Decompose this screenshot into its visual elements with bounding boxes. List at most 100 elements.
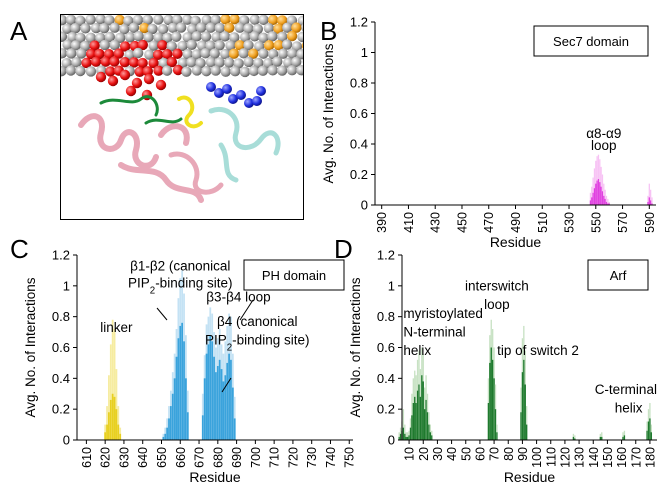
membrane-lipid-sphere [119,56,131,68]
bar [487,403,490,440]
membrane-lipid-sphere [286,65,298,76]
x-tick-label: 90 [516,447,530,461]
bar-light [607,198,609,205]
bar [414,396,416,440]
membrane-lipid-sphere [214,40,225,51]
membrane-lipid-sphere [62,39,73,50]
annotation: β1-β2 (canonical [130,258,230,273]
membrane-lipid-sphere [163,15,174,26]
membrane-lipid-sphere [186,57,197,68]
membrane-lipid-sphere [229,32,240,43]
x-tick-label: 390 [375,212,389,233]
bar [418,384,420,440]
membrane-lipid-sphere [70,22,81,34]
bar [109,399,112,440]
membrane-lipid-sphere [200,31,212,42]
membrane-lipid-sphere [258,15,269,26]
bar [211,341,214,440]
x-tick-label: 120 [558,447,572,468]
membrane-lipid-sphere [142,15,153,26]
bar-light [604,189,606,205]
membrane-lipid-sphere [81,57,92,69]
bar [489,362,491,440]
chart-title-box [243,259,345,291]
membrane-lipid-sphere [75,65,86,77]
membrane-lipid-sphere [273,39,284,51]
membrane-lipid-sphere [239,66,251,78]
lipid-headgroup-sphere [131,77,143,89]
membrane-lipid-sphere [229,15,240,25]
membrane-lipid-sphere [119,41,131,52]
membrane-lipid-sphere [257,65,269,76]
membrane-lipid-sphere [109,56,120,67]
bar [205,353,208,440]
x-tick-label: 470 [482,212,496,233]
x-tick-label: 180 [643,447,657,468]
bar [228,353,230,440]
y-tick-label: 0.4 [377,371,395,386]
membrane-protein-render [61,15,303,203]
membrane-lipid-sphere [243,56,254,68]
bar-light [593,168,596,205]
annotation: N-terminal [403,325,465,340]
membrane-lipid-sphere [210,65,221,76]
membrane-lipid-sphere [119,24,130,35]
membrane-lipid-sphere [263,22,275,34]
x-tick-label: 150 [601,447,615,468]
membrane-lipid-sphere [195,22,207,33]
bar [649,418,651,440]
annotation: tip of switch 2 [497,343,579,358]
chart-title: PH domain [262,268,326,283]
membrane-lipid-sphere [104,15,115,26]
membrane-lipid-sphere [171,31,182,42]
membrane-lipid-sphere [229,65,241,77]
membrane-lipid-sphere [214,57,225,68]
bar-light [117,406,120,440]
panel-label-a: A [10,16,28,46]
bar [201,415,204,440]
membrane-lipid-sphere [75,32,86,43]
x-tick-label: 750 [343,447,357,468]
bar [169,406,172,440]
x-tick-label: 130 [573,447,587,468]
membrane-lipid-sphere [89,40,100,51]
lipid-headgroup-sphere [125,85,137,97]
bar-light [650,189,652,205]
x-axis-title: Residue [189,469,241,485]
bar [409,427,412,440]
bar [230,359,232,440]
membrane-lipid-sphere [273,23,284,34]
bar [647,201,649,205]
annotation: helix [615,400,643,415]
membrane-lipid-sphere [234,22,246,33]
membrane-lipid-sphere [148,57,159,69]
bar [493,378,495,440]
membrane-lipid-sphere [297,31,303,43]
membrane-lipid-sphere [225,40,236,51]
membrane-lipid-sphere [100,56,111,67]
bar-light [600,166,602,205]
bar [408,435,410,440]
bar [106,424,108,440]
annotation: α8-α9 [586,126,621,141]
membrane-lipid-sphere [191,49,202,60]
membrane-lipid-sphere [75,15,86,26]
bar [589,200,592,205]
y-tick-label: 0.6 [377,340,395,355]
membrane-lipid-sphere [186,39,197,50]
membrane-lipid-sphere [70,40,82,51]
membrane-lipid-sphere [109,39,120,51]
bar [220,369,223,440]
membrane-lipid-sphere [205,22,216,33]
x-tick-label: 720 [286,447,300,468]
membrane-lipid-sphere [172,48,183,59]
membrane-lipid-sphere [238,48,249,59]
x-tick-label: 610 [80,447,94,468]
membrane-lipid-sphere [214,22,226,34]
bar [111,393,114,440]
membrane-lipid-sphere [104,31,116,43]
bar [186,412,189,440]
lipid-headgroup-sphere [95,71,107,83]
annotation: interswitch [465,278,529,293]
